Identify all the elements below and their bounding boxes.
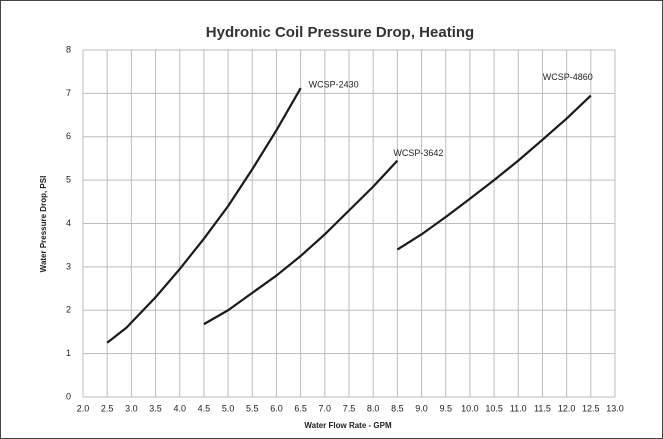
x-tick-label: 9.0 [415, 403, 428, 413]
y-tick-label: 2 [66, 305, 71, 315]
x-tick-label: 10.0 [461, 403, 479, 413]
x-tick-label: 4.5 [198, 403, 211, 413]
x-tick-label: 4.0 [173, 403, 186, 413]
x-tick-label: 10.5 [485, 403, 503, 413]
x-tick-label: 11.0 [510, 403, 527, 413]
x-tick-label: 3.5 [149, 403, 162, 413]
chart-title: Hydronic Coil Pressure Drop, Heating [206, 24, 474, 41]
x-tick-label: 13.0 [606, 403, 624, 413]
x-tick-label: 11.5 [534, 403, 551, 413]
series-label: WCSP-3642 [393, 148, 443, 158]
series-line [203, 159, 399, 326]
y-tick-label: 1 [66, 348, 71, 358]
x-tick-label: 9.5 [439, 403, 452, 413]
series-line [106, 87, 302, 344]
y-tick-label: 3 [66, 261, 71, 271]
y-axis-title: Water Pressure Drop, PSI [39, 176, 48, 273]
x-tick-label: 2.0 [77, 403, 90, 413]
x-tick-label: 7.0 [319, 403, 332, 413]
y-tick-label: 7 [66, 88, 71, 98]
x-tick-label: 5.5 [246, 403, 259, 413]
y-tick-label: 6 [66, 131, 71, 141]
x-tick-label: 6.0 [270, 403, 283, 413]
x-tick-label: 6.5 [294, 403, 307, 413]
y-tick-label: 0 [66, 391, 71, 401]
x-tick-label: 12.0 [558, 403, 576, 413]
x-tick-label: 2.5 [101, 403, 114, 413]
series-label: WCSP-4860 [543, 72, 593, 82]
x-tick-label: 5.0 [222, 403, 235, 413]
y-tick-label: 5 [66, 175, 71, 185]
x-tick-label: 7.5 [343, 403, 356, 413]
x-axis-title: Water Flow Rate - GPM [304, 421, 392, 430]
x-tick-label: 3.0 [125, 403, 138, 413]
x-tick-label: 12.5 [582, 403, 600, 413]
y-tick-label: 8 [66, 44, 71, 54]
x-tick-label: 8.0 [367, 403, 380, 413]
series-line [396, 94, 592, 251]
y-tick-label: 4 [66, 218, 71, 228]
x-tick-label: 8.5 [391, 403, 404, 413]
series-label: WCSP-2430 [309, 80, 359, 90]
